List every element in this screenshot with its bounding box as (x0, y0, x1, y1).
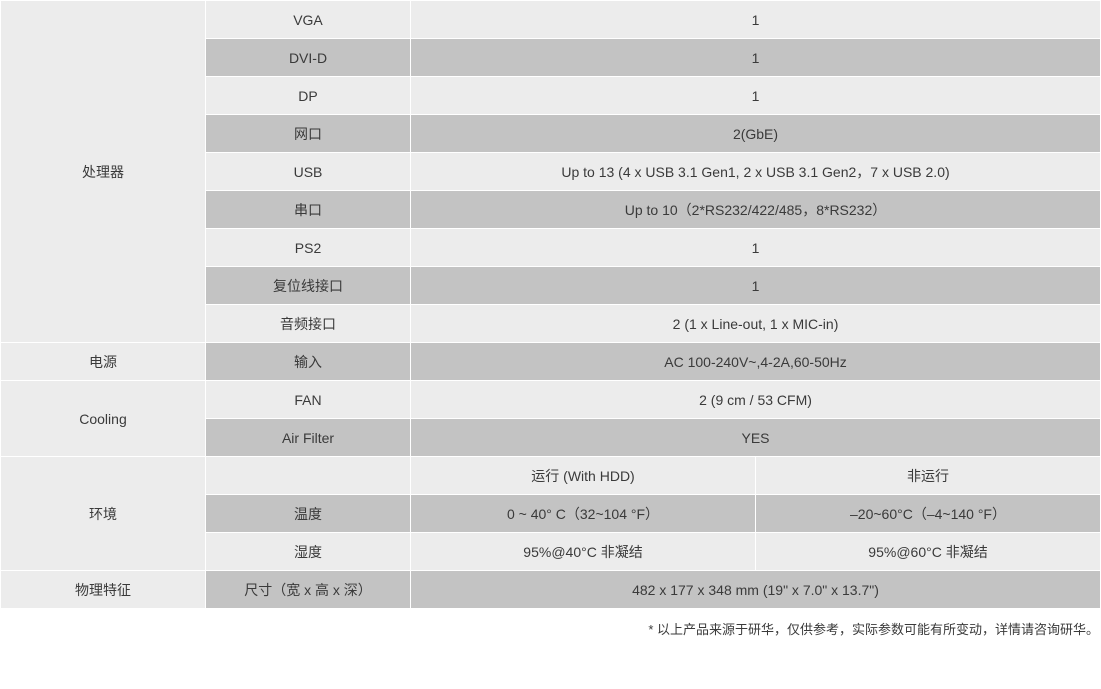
param-cell: 尺寸（宽 x 高 x 深） (206, 571, 411, 609)
value-cell: 2 (9 cm / 53 CFM) (411, 381, 1101, 419)
param-cell: PS2 (206, 229, 411, 267)
value-cell: –20~60°C（–4~140 °F） (756, 495, 1101, 533)
value-cell: Up to 10（2*RS232/422/485，8*RS232） (411, 191, 1101, 229)
footnote-text: * 以上产品来源于研华，仅供参考，实际参数可能有所变动，详情请咨询研华。 (0, 619, 1101, 638)
param-cell: Air Filter (206, 419, 411, 457)
value-cell: 482 x 177 x 348 mm (19" x 7.0" x 13.7") (411, 571, 1101, 609)
param-cell: 输入 (206, 343, 411, 381)
value-cell: 1 (411, 229, 1101, 267)
table-row: 处理器 VGA 1 (1, 1, 1101, 39)
param-cell: 温度 (206, 495, 411, 533)
param-cell (206, 457, 411, 495)
param-cell: 音频接口 (206, 305, 411, 343)
param-cell: FAN (206, 381, 411, 419)
value-cell: 1 (411, 1, 1101, 39)
param-cell: 复位线接口 (206, 267, 411, 305)
param-cell: USB (206, 153, 411, 191)
category-cell-environment: 环境 (1, 457, 206, 571)
param-cell: 网口 (206, 115, 411, 153)
value-cell-operating-header: 运行 (With HDD) (411, 457, 756, 495)
value-cell: AC 100-240V~,4-2A,60-50Hz (411, 343, 1101, 381)
value-cell: 1 (411, 77, 1101, 115)
value-cell: 0 ~ 40° C（32~104 °F） (411, 495, 756, 533)
table-row: 环境 运行 (With HDD) 非运行 (1, 457, 1101, 495)
table-row: 电源 输入 AC 100-240V~,4-2A,60-50Hz (1, 343, 1101, 381)
value-cell: 95%@40°C 非凝结 (411, 533, 756, 571)
value-cell: 2(GbE) (411, 115, 1101, 153)
value-cell: Up to 13 (4 x USB 3.1 Gen1, 2 x USB 3.1 … (411, 153, 1101, 191)
param-cell: VGA (206, 1, 411, 39)
category-cell-physical: 物理特征 (1, 571, 206, 609)
value-cell: 2 (1 x Line-out, 1 x MIC-in) (411, 305, 1101, 343)
value-cell: 1 (411, 267, 1101, 305)
table-row: 物理特征 尺寸（宽 x 高 x 深） 482 x 177 x 348 mm (1… (1, 571, 1101, 609)
category-cell-processor: 处理器 (1, 1, 206, 343)
value-cell-nonoperating-header: 非运行 (756, 457, 1101, 495)
value-cell: YES (411, 419, 1101, 457)
category-cell-power: 电源 (1, 343, 206, 381)
category-cell-cooling: Cooling (1, 381, 206, 457)
value-cell: 1 (411, 39, 1101, 77)
param-cell: 湿度 (206, 533, 411, 571)
param-cell: 串口 (206, 191, 411, 229)
value-cell: 95%@60°C 非凝结 (756, 533, 1101, 571)
table-row: Cooling FAN 2 (9 cm / 53 CFM) (1, 381, 1101, 419)
param-cell: DP (206, 77, 411, 115)
spec-table: 处理器 VGA 1 DVI-D 1 DP 1 网口 2(GbE) USB Up … (0, 0, 1101, 609)
param-cell: DVI-D (206, 39, 411, 77)
